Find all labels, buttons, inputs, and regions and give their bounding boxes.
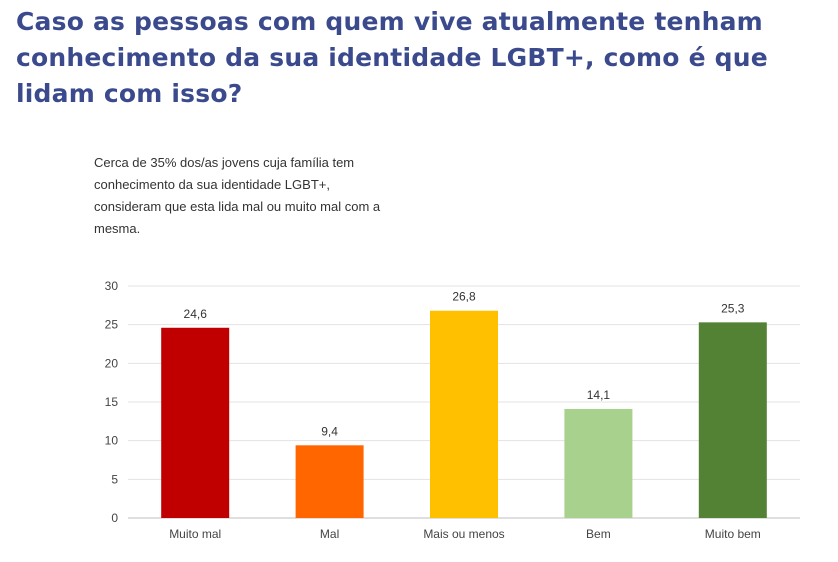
labels: 0 5 10 15 20 25 30 24,6 Muito mal 9,4 Mal 26,8 Mais … bbox=[105, 279, 761, 541]
bars bbox=[161, 310, 767, 518]
data-label: 9,4 bbox=[321, 424, 338, 438]
y-tick-label: 10 bbox=[105, 434, 119, 448]
data-label: 14,1 bbox=[587, 388, 611, 402]
y-tick-label: 30 bbox=[105, 279, 119, 293]
x-tick-label: Bem bbox=[586, 527, 611, 541]
bar bbox=[564, 408, 633, 518]
y-tick-label: 5 bbox=[111, 472, 118, 486]
y-tick-label: 0 bbox=[111, 511, 118, 525]
y-tick-label: 15 bbox=[105, 395, 119, 409]
data-label: 25,3 bbox=[721, 301, 745, 315]
bar bbox=[698, 322, 767, 518]
x-tick-label: Muito bem bbox=[705, 527, 761, 541]
x-tick-label: Mal bbox=[320, 527, 339, 541]
bar bbox=[295, 445, 364, 518]
data-label: 24,6 bbox=[184, 307, 208, 321]
data-label: 26,8 bbox=[452, 290, 476, 304]
x-tick-label: Muito mal bbox=[169, 527, 221, 541]
chart-title: Caso as pessoas com quem vive atualmente… bbox=[16, 7, 768, 108]
bar bbox=[430, 310, 498, 518]
y-tick-label: 20 bbox=[105, 356, 119, 370]
bar bbox=[161, 327, 230, 518]
chart-annotation: Cerca de 35% dos/as jovens cuja família … bbox=[94, 155, 381, 236]
x-tick-label: Mais ou menos bbox=[423, 527, 504, 541]
y-tick-label: 25 bbox=[105, 318, 119, 332]
